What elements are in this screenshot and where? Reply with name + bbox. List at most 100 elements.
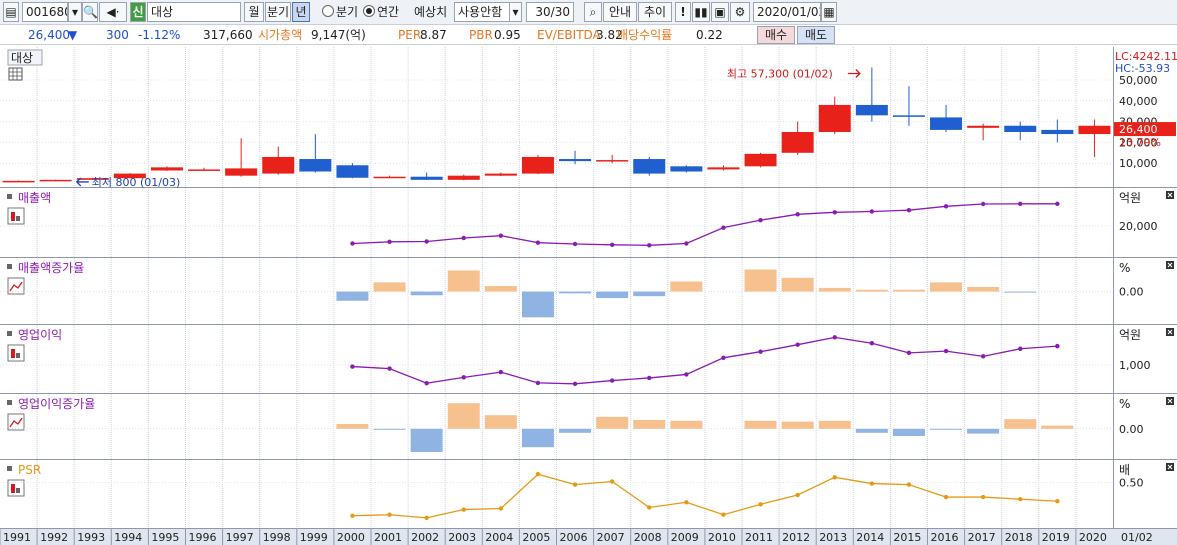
- data-point: [721, 512, 726, 517]
- candle-body: [521, 156, 554, 174]
- data-point: [424, 381, 429, 386]
- search-icon[interactable]: 🔍: [82, 2, 98, 22]
- growth-bar: [1041, 425, 1074, 429]
- btn-guide[interactable]: 안내: [603, 2, 637, 22]
- x-tick-label: 2000: [337, 531, 365, 544]
- growth-bar: [633, 291, 666, 297]
- save-icon[interactable]: ▣: [711, 2, 729, 22]
- pbr-value: 0.95: [494, 28, 521, 42]
- growth-bar: [484, 286, 517, 292]
- growth-bar: [447, 270, 480, 292]
- data-point: [461, 507, 466, 512]
- data-point: [906, 207, 912, 213]
- line-chart-icon-line: [9, 281, 23, 292]
- data-point: [980, 201, 986, 207]
- panel-title: 영업이익: [18, 328, 62, 342]
- close-icon-x: [1167, 398, 1173, 404]
- x-tick-label: 2011: [745, 531, 773, 544]
- market-cap-value: 9,147(억): [311, 28, 366, 42]
- stock-name-field[interactable]: 대상: [147, 2, 241, 22]
- growth-bar: [521, 428, 554, 448]
- alert-icon[interactable]: !: [675, 2, 691, 22]
- candle-body: [855, 104, 888, 116]
- candle-body: [113, 173, 146, 179]
- x-tick-label: 1993: [77, 531, 105, 544]
- high-arrow-icon: [847, 69, 861, 78]
- x-tick-label: 1992: [40, 531, 68, 544]
- calendar-icon[interactable]: ▦: [821, 2, 837, 22]
- data-point: [684, 372, 689, 377]
- data-point: [1055, 499, 1060, 504]
- estimate-select[interactable]: 사용안함: [454, 2, 510, 22]
- growth-bar: [447, 403, 480, 429]
- data-point: [980, 354, 986, 359]
- low-arrow-icon: [75, 177, 89, 187]
- sell-button[interactable]: 매도: [797, 26, 835, 44]
- data-point: [832, 210, 837, 215]
- growth-bar: [373, 428, 406, 430]
- growth-bar: [633, 420, 666, 429]
- data-point: [535, 380, 541, 386]
- stock-code-input[interactable]: 001680: [22, 2, 68, 22]
- btn-add[interactable]: 추이: [638, 2, 672, 22]
- bar-chart-icon-bar: [11, 212, 15, 221]
- growth-bar: [559, 291, 592, 294]
- candle-body: [188, 169, 221, 171]
- candle-body: [373, 176, 406, 179]
- window-menu-icon[interactable]: ▤: [3, 2, 19, 22]
- volume: 317,660: [203, 28, 253, 42]
- data-point: [795, 342, 800, 347]
- data-point: [387, 512, 392, 517]
- data-point: [1055, 201, 1060, 207]
- x-tick-label: 1995: [151, 531, 179, 544]
- candle-body: [744, 153, 777, 167]
- data-point: [461, 375, 466, 380]
- estimate-dropdown-icon[interactable]: ▾: [509, 2, 522, 22]
- panel-ytick: 1,000: [1119, 359, 1151, 372]
- bars-icon[interactable]: ▮▮: [692, 2, 710, 22]
- growth-bar: [1004, 291, 1037, 293]
- date-field[interactable]: 2020/01/02: [753, 2, 821, 22]
- growth-bar: [596, 291, 629, 299]
- x-tick-label: 2003: [448, 531, 476, 544]
- radio-quarter[interactable]: [322, 5, 334, 17]
- growth-bar: [670, 420, 703, 429]
- growth-bar: [744, 269, 777, 292]
- radio-annual[interactable]: [363, 5, 375, 17]
- btn-quarter[interactable]: 분기: [265, 2, 291, 22]
- growth-bar: [596, 416, 629, 429]
- growth-bar: [410, 428, 443, 452]
- per-value: 8.87: [420, 28, 447, 42]
- hc-label: HC:-53.93: [1115, 62, 1170, 75]
- btn-month[interactable]: 월: [244, 2, 264, 22]
- speaker-icon[interactable]: ◀·: [99, 2, 127, 22]
- quote-bar: 26,400 ▼ 300 -1.12% 317,660 시가총액 9,147(억…: [0, 25, 1177, 45]
- pbr-label: PBR: [469, 28, 493, 42]
- growth-bar: [373, 282, 406, 292]
- candle-body: [336, 165, 369, 178]
- data-point: [869, 209, 875, 214]
- data-point: [535, 472, 541, 477]
- code-dropdown-icon[interactable]: ▾: [68, 2, 82, 22]
- data-point: [572, 241, 578, 247]
- zoom-icon[interactable]: ⌕: [584, 2, 602, 22]
- growth-bar: [892, 428, 925, 436]
- close-icon-x: [1167, 464, 1173, 470]
- candle-body: [39, 179, 72, 182]
- settings-gear-icon[interactable]: ⚙: [730, 2, 750, 22]
- bar-chart-icon-bar: [16, 216, 20, 221]
- buy-button[interactable]: 매수: [757, 26, 795, 44]
- bar-chart-icon-bar: [16, 353, 20, 358]
- x-tick-label: 1998: [263, 531, 291, 544]
- panel-bullet: [7, 264, 12, 269]
- table-icon-grid: [9, 68, 22, 80]
- growth-bar: [336, 424, 369, 429]
- panel-bullet: [7, 194, 12, 199]
- count-field[interactable]: 30/30: [526, 2, 574, 22]
- x-axis-right-label: 01/02: [1121, 531, 1153, 544]
- close-icon-x: [1167, 192, 1173, 198]
- data-point: [350, 513, 355, 518]
- panel-bullet: [7, 400, 12, 405]
- btn-year[interactable]: 년: [292, 2, 310, 22]
- price-title: 대상: [11, 51, 33, 65]
